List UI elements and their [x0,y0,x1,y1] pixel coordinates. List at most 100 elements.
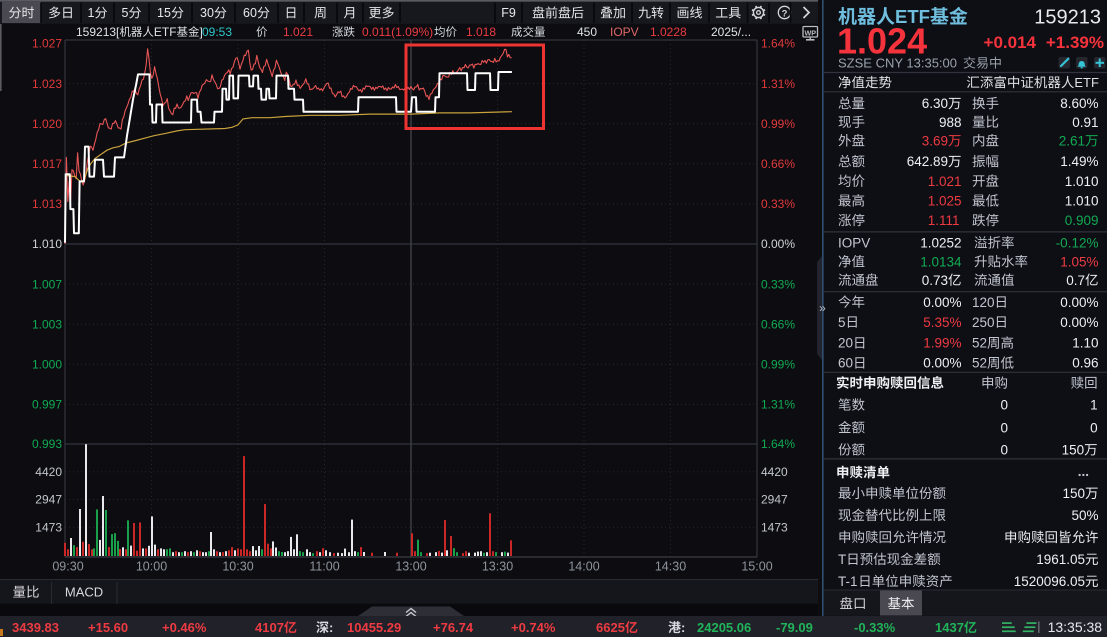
svg-text:09:30: 09:30 [52,560,83,574]
svg-text:1.003: 1.003 [32,317,62,331]
svg-text:13:35:38: 13:35:38 [1048,619,1103,635]
svg-text:11:00: 11:00 [309,560,339,574]
svg-text:60: 60 [243,6,257,20]
svg-text:-0.33%: -0.33% [854,620,896,635]
svg-text:0.91: 0.91 [1072,115,1098,130]
svg-text:1.10: 1.10 [1072,336,1098,351]
svg-text:WP: WP [805,28,817,37]
svg-text:14:30: 14:30 [655,560,686,574]
svg-text:52: 52 [972,356,987,371]
svg-text:150: 150 [1062,442,1085,457]
svg-text:T-1: T-1 [838,574,858,589]
svg-text:15:00: 15:00 [741,560,772,574]
svg-text:1.024: 1.024 [837,21,927,62]
svg-text:1.021: 1.021 [928,174,962,189]
svg-text:0.96: 0.96 [1072,356,1098,371]
svg-text:1473: 1473 [35,521,62,535]
svg-text:3439.83: 3439.83 [12,620,59,635]
svg-text:13:00: 13:00 [395,560,426,574]
svg-text:1.007: 1.007 [32,277,62,291]
svg-text:24205.06: 24205.06 [697,620,751,635]
svg-text:1.99%: 1.99% [923,336,961,351]
svg-text:5: 5 [122,6,129,20]
svg-text:»: » [819,301,826,315]
svg-text:0.33%: 0.33% [761,277,795,291]
svg-text:15: 15 [157,6,171,20]
svg-text:159213[: 159213[ [76,25,120,39]
svg-text:1.017: 1.017 [32,157,62,171]
svg-text::: : [329,620,333,635]
svg-text:0: 0 [1001,420,1009,435]
svg-text:ETF: ETF [895,6,930,27]
svg-text:0.00%: 0.00% [923,295,961,310]
svg-text:4420: 4420 [35,465,62,479]
svg-text:09:53: 09:53 [202,25,232,39]
svg-text:]: ] [200,25,203,39]
svg-text:2025/...: 2025/... [711,25,751,39]
svg-text:1.64%: 1.64% [761,37,795,51]
svg-text:0.997: 0.997 [32,398,62,412]
svg-text:1.31%: 1.31% [761,398,795,412]
svg-text:1: 1 [1090,398,1098,413]
svg-text:30: 30 [200,6,214,20]
svg-text:1.025: 1.025 [928,194,962,209]
svg-text:-79.09: -79.09 [776,620,813,635]
svg-text:4107: 4107 [255,620,284,635]
svg-text:0.011(1.09%): 0.011(1.09%) [362,25,433,39]
svg-text:250: 250 [972,315,995,330]
svg-text:0: 0 [1001,398,1009,413]
svg-text:450: 450 [577,25,597,39]
svg-text:4420: 4420 [761,465,788,479]
svg-text:13:30: 13:30 [482,560,513,574]
svg-text:...: ... [1078,464,1089,479]
svg-text:0.66%: 0.66% [761,157,795,171]
svg-text:642.89: 642.89 [907,154,948,169]
svg-text:1.023: 1.023 [32,77,62,91]
svg-text:0.00%: 0.00% [761,237,795,251]
svg-text:6.30: 6.30 [922,96,948,111]
svg-text:120: 120 [972,295,995,310]
svg-text:1.013: 1.013 [32,197,62,211]
svg-text:2.61: 2.61 [1059,133,1085,148]
svg-text:ETF: ETF [1074,75,1099,90]
svg-text:T: T [838,552,846,567]
svg-text:1.000: 1.000 [32,358,62,372]
svg-text:1.0252: 1.0252 [920,236,961,251]
svg-text:1.0228: 1.0228 [650,25,687,39]
svg-text:0.00%: 0.00% [1060,295,1098,310]
svg-text:2947: 2947 [761,493,788,507]
svg-text:10:00: 10:00 [136,560,167,574]
svg-text:1520096.05: 1520096.05 [1014,574,1085,589]
svg-text:ETF: ETF [154,25,177,39]
svg-text:5.35%: 5.35% [923,315,961,330]
svg-text:0.99%: 0.99% [761,358,795,372]
svg-text:1.31%: 1.31% [761,77,795,91]
svg-text:159213: 159213 [1034,7,1101,29]
svg-text:14:00: 14:00 [568,560,599,574]
svg-text:?: ? [782,9,788,20]
svg-text:1.027: 1.027 [32,37,62,51]
svg-text:1: 1 [88,6,95,20]
svg-text:52: 52 [972,336,987,351]
svg-text:0.33%: 0.33% [761,197,795,211]
svg-text:1.010: 1.010 [1065,194,1099,209]
svg-text:988: 988 [939,115,962,130]
svg-text:5: 5 [838,315,846,330]
svg-text:1.020: 1.020 [32,117,62,131]
svg-text:0: 0 [1090,420,1098,435]
svg-text:0.00%: 0.00% [1060,315,1098,330]
svg-text:+1.39%: +1.39% [1046,33,1104,52]
svg-text:+15.60: +15.60 [88,620,128,635]
svg-text:1.0134: 1.0134 [920,254,962,269]
svg-text:1.018: 1.018 [466,25,496,39]
svg-text:0.66%: 0.66% [761,317,795,331]
svg-text:+0.74%: +0.74% [511,620,556,635]
svg-text:F9: F9 [501,6,516,20]
svg-text:MACD: MACD [65,585,103,600]
svg-text:1.010: 1.010 [1065,174,1099,189]
svg-text:+0.46%: +0.46% [162,620,207,635]
svg-text:1.49%: 1.49% [1060,154,1098,169]
svg-text:10455.29: 10455.29 [347,620,401,635]
svg-text:1961.05: 1961.05 [1036,552,1085,567]
svg-text:SZSE CNY 13:35:00: SZSE CNY 13:35:00 [838,56,957,71]
